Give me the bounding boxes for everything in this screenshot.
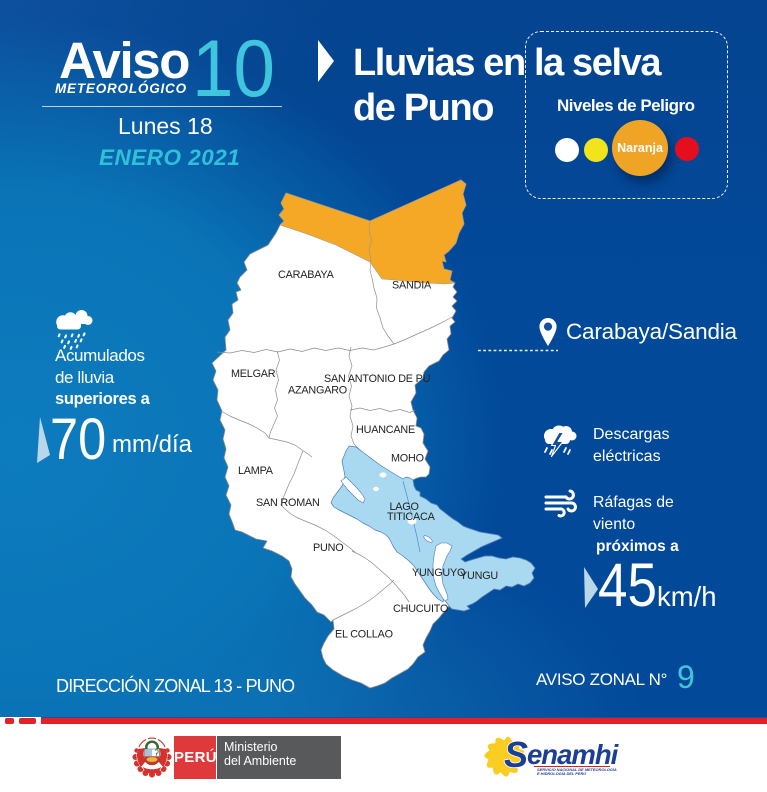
svg-text:CHUCUITO: CHUCUITO [393, 603, 448, 615]
svg-text:AZANGARO: AZANGARO [288, 385, 347, 397]
svg-text:LAGO: LAGO [390, 501, 419, 513]
svg-text:MOHO: MOHO [391, 453, 424, 465]
svg-text:SAN ANTONIO DE PU: SAN ANTONIO DE PU [324, 373, 430, 385]
svg-text:LAMPA: LAMPA [238, 465, 274, 477]
svg-text:CARABAYA: CARABAYA [278, 269, 335, 281]
svg-text:SAN ROMAN: SAN ROMAN [256, 497, 320, 509]
svg-text:EL COLLAO: EL COLLAO [335, 629, 393, 641]
svg-text:SANDIA: SANDIA [392, 280, 432, 292]
svg-text:S: S [504, 734, 528, 775]
svg-text:TITICACA: TITICACA [387, 511, 436, 523]
svg-text:HUANCANE: HUANCANE [356, 424, 415, 436]
svg-text:MELGAR: MELGAR [231, 368, 276, 380]
svg-text:YUNGU: YUNGU [460, 570, 498, 582]
svg-text:YUNGUYO: YUNGUYO [412, 567, 465, 579]
svg-text:PUNO: PUNO [313, 542, 343, 554]
